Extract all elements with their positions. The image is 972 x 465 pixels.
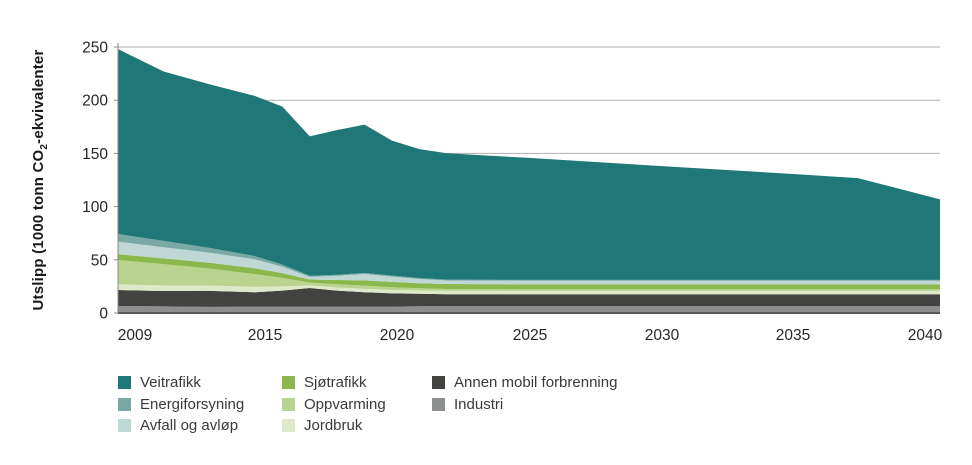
legend-item-veitrafikk: Veitrafikk: [118, 372, 282, 394]
legend-item-annen-mobil-forbrenning: Annen mobil forbrenning: [432, 372, 617, 394]
y-tick-label-150: 150: [82, 146, 108, 163]
legend-swatch-energiforsyning: [118, 397, 131, 411]
legend-label-veitrafikk: Veitrafikk: [140, 374, 201, 392]
legend-column-3: Annen mobil forbrenning Industri: [432, 372, 617, 415]
y-axis-title: Utslipp (1000 tonn CO2-ekvivalenter: [30, 50, 50, 311]
x-tick-label-2020: 2020: [380, 327, 415, 344]
legend-swatch-oppvarming: [282, 397, 295, 411]
legend-swatch-sjotrafikk: [282, 376, 295, 390]
legend-swatch-veitrafikk: [118, 376, 131, 390]
legend-swatch-jordbruk: [282, 419, 295, 433]
legend-swatch-annen-mobil-forbrenning: [432, 376, 445, 390]
x-tick-label-2015: 2015: [248, 327, 282, 344]
y-axis-title-subscript: 2: [39, 143, 50, 150]
legend-label-avfall-og-avlop: Avfall og avløp: [140, 417, 239, 435]
area-sjotrafikk: [118, 254, 940, 290]
legend-item-avfall-og-avlop: Avfall og avløp: [118, 415, 282, 437]
x-tick-label-2035: 2035: [776, 327, 810, 344]
area-industri: [118, 305, 940, 313]
legend-label-annen-mobil-forbrenning: Annen mobil forbrenning: [454, 374, 618, 392]
y-tick-label-200: 200: [82, 93, 108, 110]
legend-label-sjotrafikk: Sjøtrafikk: [304, 374, 367, 392]
y-tick-label-0: 0: [99, 306, 108, 323]
legend-item-oppvarming: Oppvarming: [282, 394, 432, 416]
chart-legend: Veitrafikk Energiforsyning Avfall og avløp…: [118, 372, 617, 437]
area-veitrafikk: [118, 49, 940, 280]
x-tick-label-2040: 2040: [908, 327, 943, 344]
legend-item-industri: Industri: [432, 394, 617, 416]
legend-item-energiforsyning: Energiforsyning: [118, 394, 282, 416]
legend-label-energiforsyning: Energiforsyning: [140, 395, 245, 413]
area-jordbruk: [118, 284, 940, 295]
y-tick-label-100: 100: [82, 199, 108, 216]
y-axis-title-prefix: Utslipp (1000 tonn CO: [30, 149, 47, 311]
x-tick-label-2025: 2025: [513, 327, 547, 344]
y-tick-label-50: 50: [91, 252, 109, 269]
legend-label-oppvarming: Oppvarming: [304, 395, 386, 413]
y-tick-label-250: 250: [82, 40, 108, 57]
legend-column-2: Sjøtrafikk Oppvarming Jordbruk: [282, 372, 432, 437]
x-tick-label-2009: 2009: [118, 327, 152, 344]
legend-item-sjotrafikk: Sjøtrafikk: [282, 372, 432, 394]
area-annen-mobil-forbrenning: [118, 287, 940, 307]
x-tick-label-2030: 2030: [645, 327, 680, 344]
legend-item-jordbruk: Jordbruk: [282, 415, 432, 437]
legend-label-industri: Industri: [454, 395, 504, 413]
y-axis-title-suffix: -ekvivalenter: [30, 49, 47, 144]
legend-swatch-industri: [432, 397, 445, 411]
legend-column-1: Veitrafikk Energiforsyning Avfall og avløp: [118, 372, 282, 437]
legend-label-jordbruk: Jordbruk: [304, 417, 363, 435]
legend-swatch-avfall-og-avlop: [118, 419, 131, 433]
